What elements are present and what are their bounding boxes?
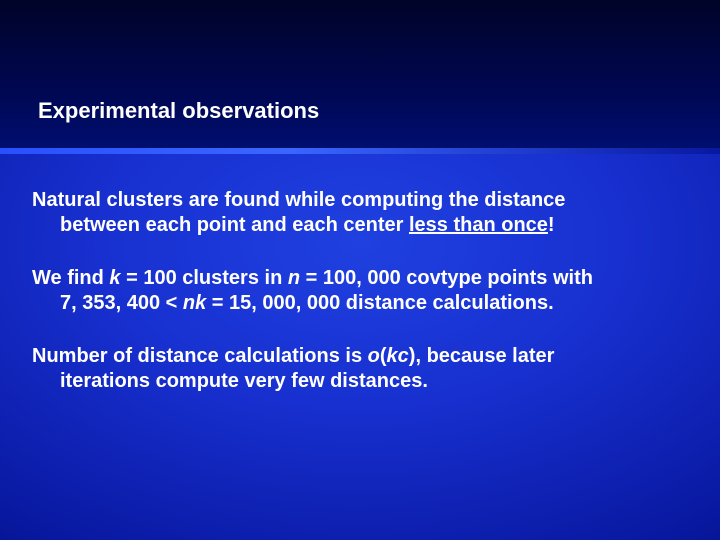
title-underline: [0, 148, 720, 154]
p3-line1b: (: [380, 345, 387, 367]
p2-k: k: [109, 267, 120, 289]
header-band: [0, 0, 720, 150]
paragraph-1: Natural clusters are found while computi…: [32, 188, 688, 238]
paragraph-3: Number of distance calculations is o(kc)…: [32, 344, 688, 394]
slide-body: Natural clusters are found while computi…: [32, 188, 688, 422]
p1-line2c: !: [548, 214, 555, 236]
p2-line1c: = 100, 000 covtype points with: [300, 267, 593, 289]
p1-line2a: between each point and each center: [60, 214, 409, 236]
p2-line2b: = 15, 000, 000 distance calculations.: [206, 292, 553, 314]
p2-line1a: We find: [32, 267, 109, 289]
slide: Experimental observations Natural cluste…: [0, 0, 720, 540]
p3-line1a: Number of distance calculations is: [32, 345, 368, 367]
p1-line1: Natural clusters are found while computi…: [32, 189, 565, 211]
p1-underlined: less than once: [409, 214, 548, 236]
p3-line1c: ), because later: [409, 345, 555, 367]
p2-nk: nk: [183, 292, 206, 314]
p3-line2: iterations compute very few distances.: [32, 369, 688, 394]
slide-title: Experimental observations: [38, 98, 319, 124]
paragraph-2: We find k = 100 clusters in n = 100, 000…: [32, 266, 688, 316]
p2-line1b: = 100 clusters in: [121, 267, 288, 289]
p2-n: n: [288, 267, 300, 289]
p3-kc: kc: [387, 345, 409, 367]
p2-line2: 7, 353, 400 < nk = 15, 000, 000 distance…: [32, 291, 688, 316]
p3-o: o: [368, 345, 380, 367]
p1-line2: between each point and each center less …: [32, 213, 688, 238]
p2-line2a: 7, 353, 400 <: [60, 292, 183, 314]
